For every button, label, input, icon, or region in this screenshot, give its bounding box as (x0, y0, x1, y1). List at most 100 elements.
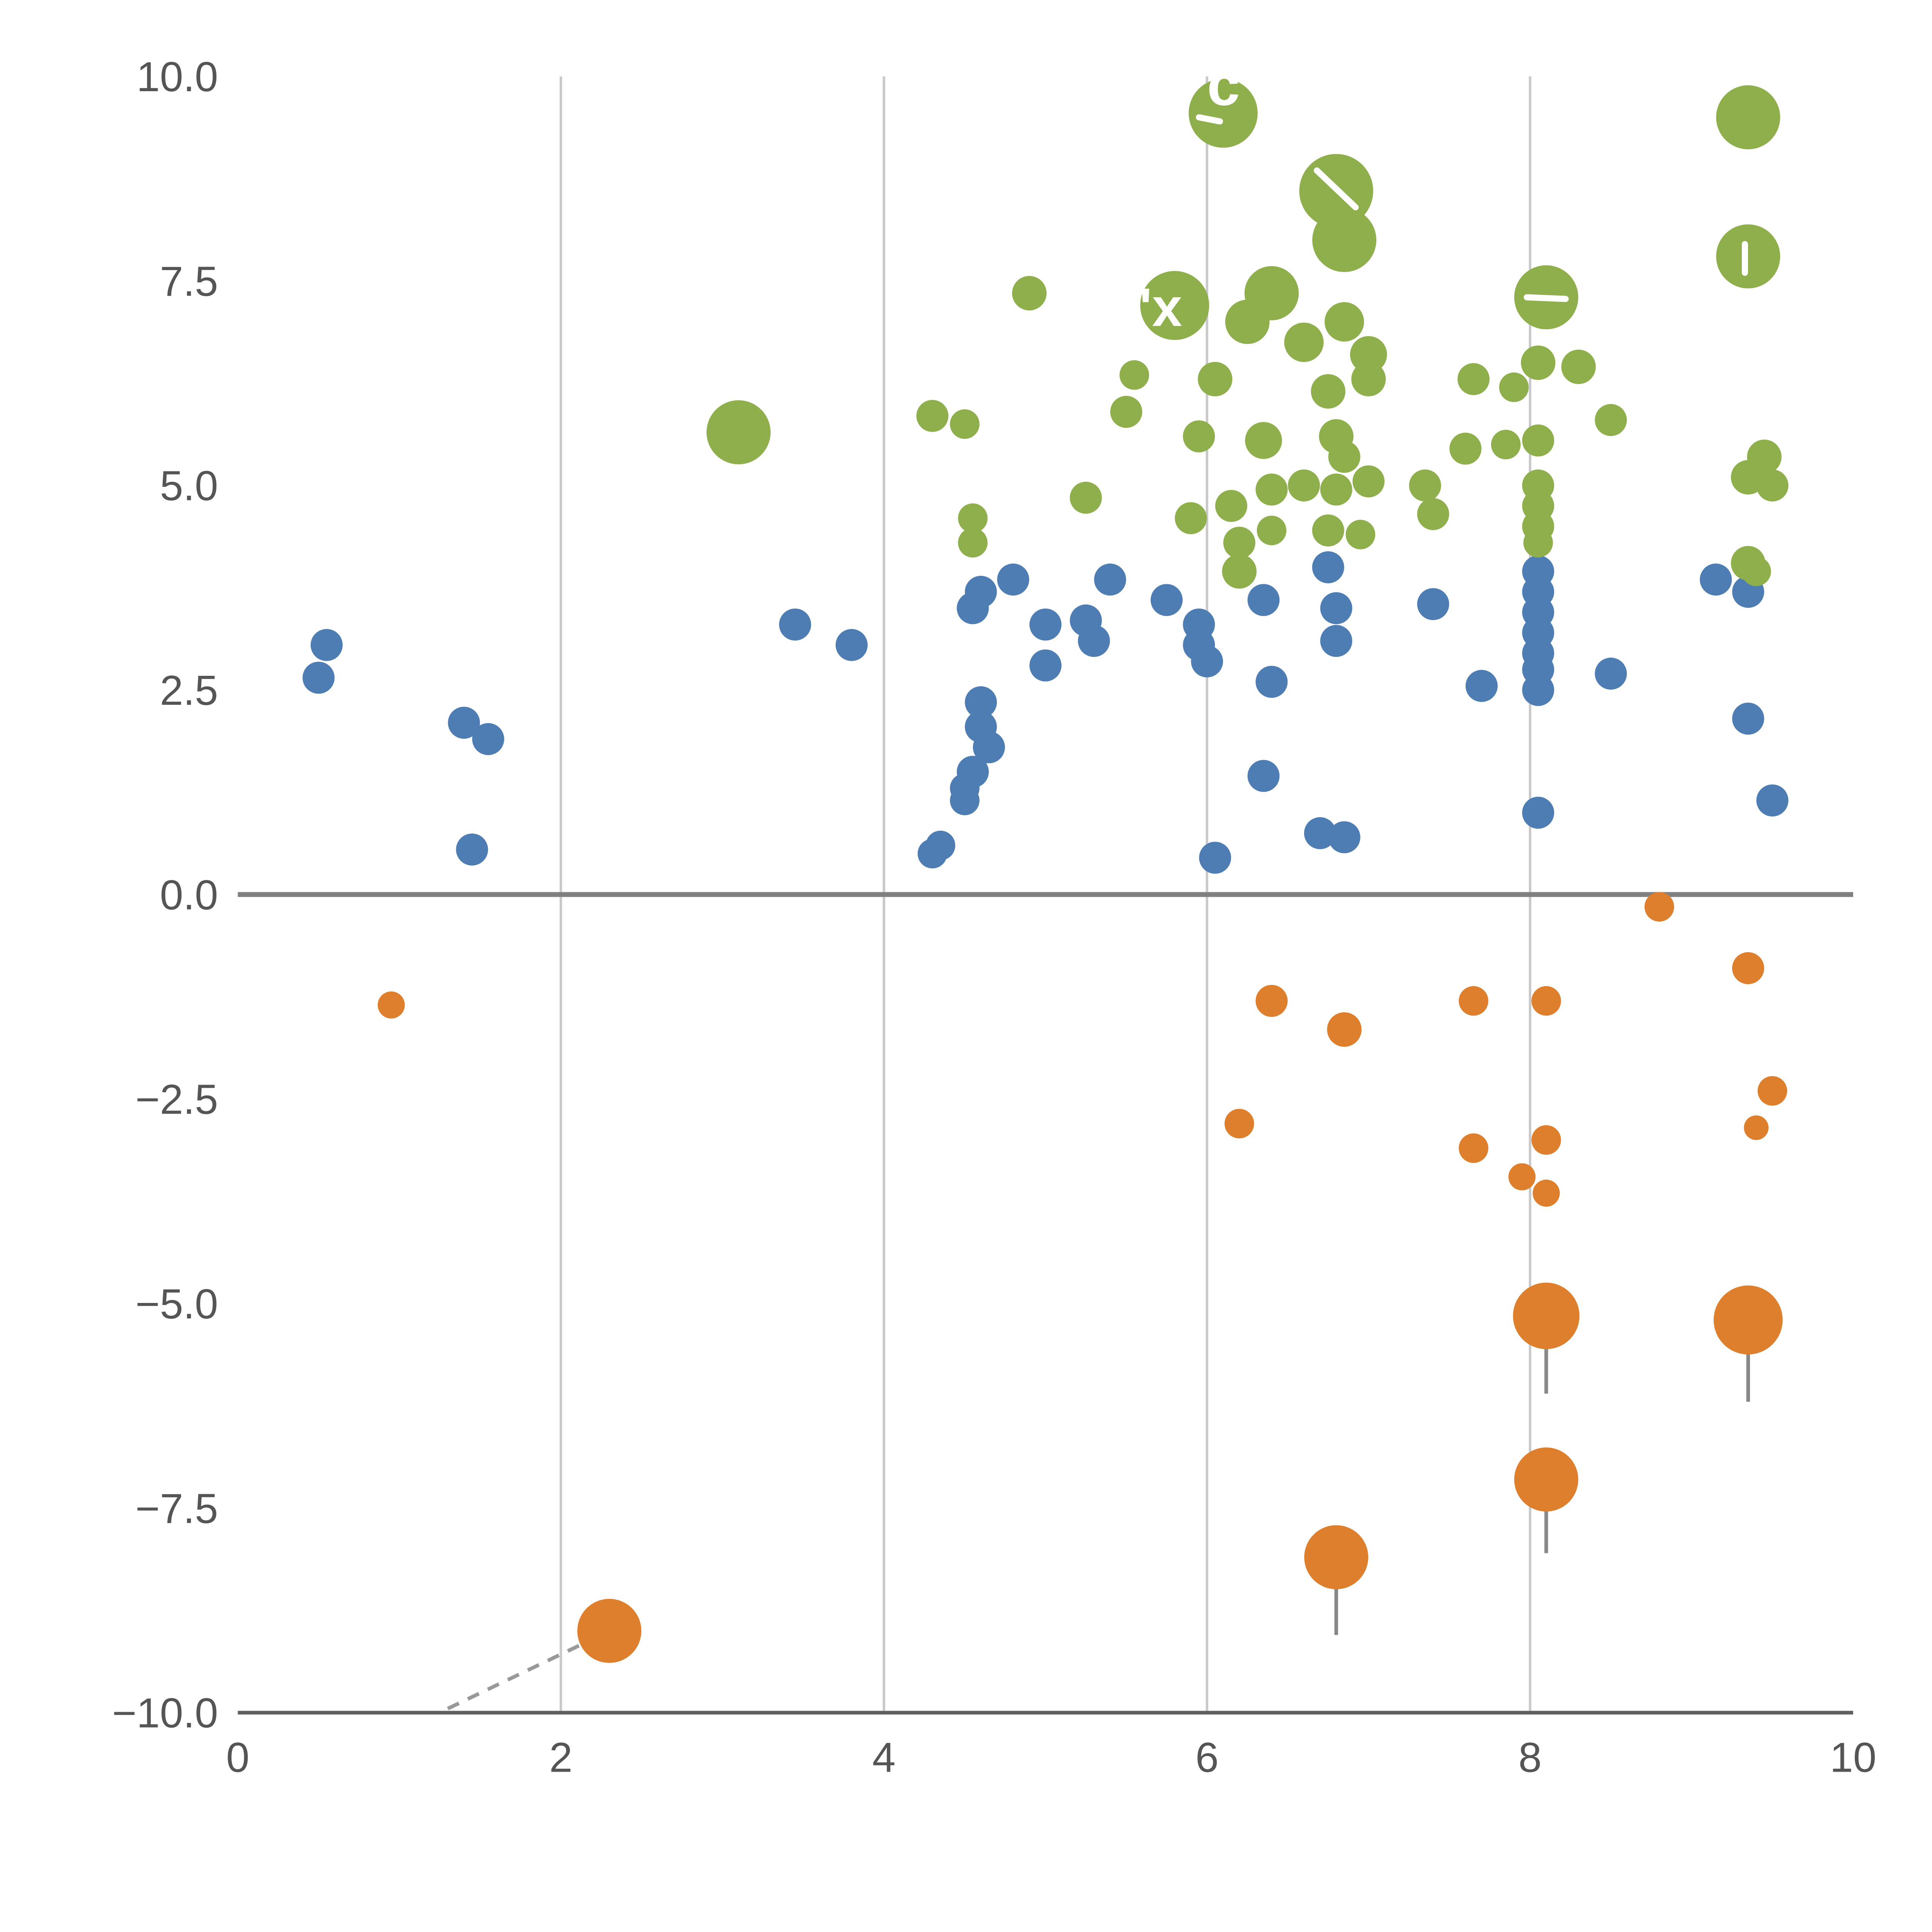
y-tick-label-5: 2.5 (160, 667, 218, 714)
x-tick-label-3: 6 (1196, 1734, 1219, 1781)
x-tick-label-1: 2 (549, 1734, 572, 1781)
point-blue-49 (1328, 821, 1361, 854)
point-blue-11 (1029, 649, 1062, 682)
point-blue-37 (1756, 784, 1789, 817)
dashed-leader-line (447, 1633, 602, 1711)
y-tick-label-8: 10.0 (136, 53, 218, 100)
point-blue-19 (1247, 584, 1280, 616)
point-green-42 (1352, 465, 1385, 498)
point-orange-12 (1508, 1163, 1536, 1190)
point-green-48 (958, 503, 988, 533)
point-green-43 (1409, 469, 1441, 502)
white-marks-layer (1196, 114, 1748, 302)
y-tick-label-6: 5.0 (160, 463, 218, 509)
white-mark-3 (1196, 114, 1223, 125)
point-green-12 (1350, 336, 1387, 373)
point-orange-17 (1304, 1525, 1369, 1590)
point-green-29 (1328, 440, 1361, 473)
point-green-51 (1257, 515, 1287, 546)
point-green-8 (1716, 224, 1781, 289)
point-blue-45 (917, 838, 947, 869)
point-blue-4 (456, 833, 488, 866)
point-blue-22 (1320, 592, 1352, 624)
point-orange-11 (1531, 1125, 1561, 1155)
point-blue-23 (1320, 625, 1352, 657)
point-green-16 (1119, 360, 1149, 390)
point-orange-15 (1713, 1285, 1783, 1355)
point-orange-4 (1459, 986, 1488, 1016)
point-green-40 (1288, 469, 1320, 502)
point-green-13 (1311, 374, 1345, 409)
point-blue-48 (1304, 817, 1336, 849)
points-layer (303, 78, 1789, 1663)
point-orange-18 (577, 1599, 641, 1663)
point-green-7 (1716, 85, 1781, 150)
point-green-56 (1222, 554, 1257, 589)
point-orange-9 (1744, 1115, 1769, 1140)
point-blue-24 (1417, 588, 1449, 620)
point-blue-51 (1465, 670, 1498, 702)
point-green-22 (1595, 404, 1627, 436)
point-green-26 (1183, 420, 1215, 452)
point-green-27 (1245, 422, 1282, 459)
point-green-39 (1255, 473, 1288, 506)
point-green-2 (1312, 208, 1376, 272)
tick-labels-layer: 0 2 4 6 8 10 −10.0 −7.5 −5.0 −2.5 0.0 2.5 5.0 7.5 10.0 (112, 53, 1876, 1781)
point-green-35 (1756, 469, 1789, 502)
point-blue-33 (1595, 657, 1627, 690)
point-blue-5 (779, 608, 811, 641)
point-green-23 (706, 400, 771, 464)
point-orange-2 (1327, 1012, 1362, 1047)
point-green-25 (950, 409, 980, 439)
point-green-41 (1320, 473, 1352, 506)
point-green-14 (1351, 362, 1386, 396)
annotation-text-3: ''x (1126, 277, 1182, 337)
point-blue-20 (1255, 666, 1288, 698)
point-orange-5 (1531, 986, 1561, 1016)
x-tick-label-4: 8 (1519, 1734, 1542, 1781)
point-green-36 (1070, 481, 1102, 514)
point-green-32 (1522, 424, 1554, 457)
point-orange-13 (1532, 1179, 1560, 1207)
point-blue-1 (303, 662, 335, 694)
point-green-44 (1417, 498, 1449, 530)
point-blue-18 (1191, 645, 1223, 678)
white-mark-1 (1524, 294, 1569, 302)
y-tick-label-1: −7.5 (135, 1485, 218, 1532)
point-orange-14 (1513, 1282, 1580, 1349)
point-green-15 (1197, 362, 1233, 396)
point-orange-1 (1255, 985, 1288, 1017)
point-green-19 (1521, 345, 1556, 380)
point-blue-10 (1029, 608, 1062, 641)
point-green-53 (1345, 520, 1376, 549)
point-green-30 (1449, 432, 1482, 465)
point-green-18 (1458, 363, 1490, 395)
point-blue-34 (1700, 563, 1732, 596)
point-blue-46 (1247, 760, 1280, 792)
point-green-11 (1325, 302, 1364, 342)
point-green-37 (1175, 502, 1207, 534)
y-tick-label-4: 0.0 (160, 871, 218, 918)
point-orange-7 (1732, 952, 1764, 985)
point-blue-38 (965, 686, 997, 718)
point-blue-3 (472, 723, 504, 755)
point-orange-3 (1225, 1109, 1254, 1139)
point-blue-43 (950, 786, 980, 815)
point-blue-36 (1732, 702, 1764, 735)
y-tick-label-7: 7.5 (160, 258, 218, 304)
point-green-52 (1312, 514, 1344, 547)
point-green-10 (1284, 322, 1324, 362)
point-blue-15 (1150, 584, 1183, 616)
point-blue-40 (973, 731, 1005, 764)
point-blue-9 (997, 563, 1029, 596)
y-tick-label-0: −10.0 (112, 1690, 218, 1736)
axes-layer (238, 892, 1853, 1715)
point-green-24 (916, 400, 949, 432)
point-green-9 (1225, 299, 1270, 344)
point-green-17 (1110, 396, 1143, 428)
point-blue-14 (1094, 563, 1126, 596)
point-blue-2 (448, 706, 480, 739)
point-green-57 (1741, 556, 1771, 586)
point-green-38 (1215, 490, 1247, 522)
point-green-49 (958, 528, 988, 558)
